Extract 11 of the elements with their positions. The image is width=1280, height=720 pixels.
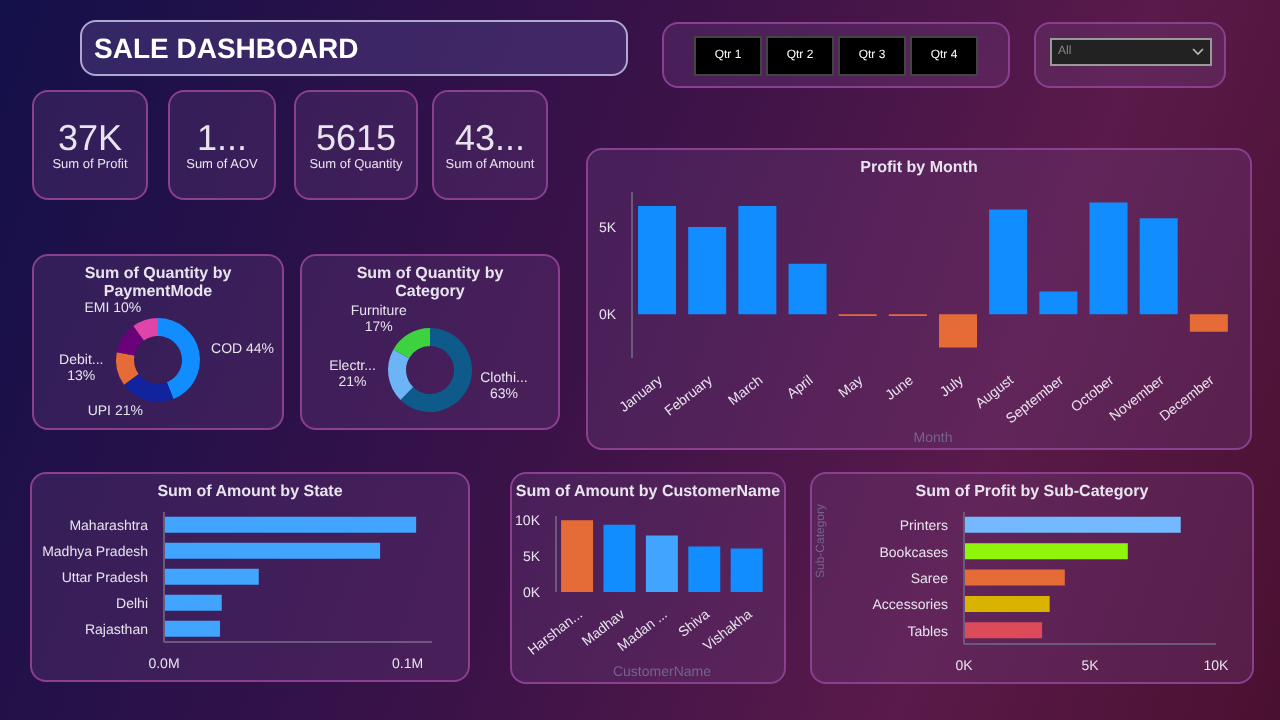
chart-title: Sum of Amount by CustomerName (513, 482, 783, 500)
text: SALE DASHBOARD (80, 20, 628, 76)
chart-title: Profit by Month (858, 158, 980, 176)
text: 1... (194, 118, 249, 158)
chart-title: Sum of Quantity by PaymentMode (82, 264, 234, 300)
chart-title: Sum of Quantity by Category (354, 264, 506, 300)
chart-title: Sum of Profit by Sub-Category (913, 482, 1151, 500)
text: 37K (55, 118, 125, 158)
text: 5615 (313, 118, 399, 158)
chart-title: Sum of Amount by State (155, 482, 345, 500)
text: 43... (452, 118, 528, 158)
